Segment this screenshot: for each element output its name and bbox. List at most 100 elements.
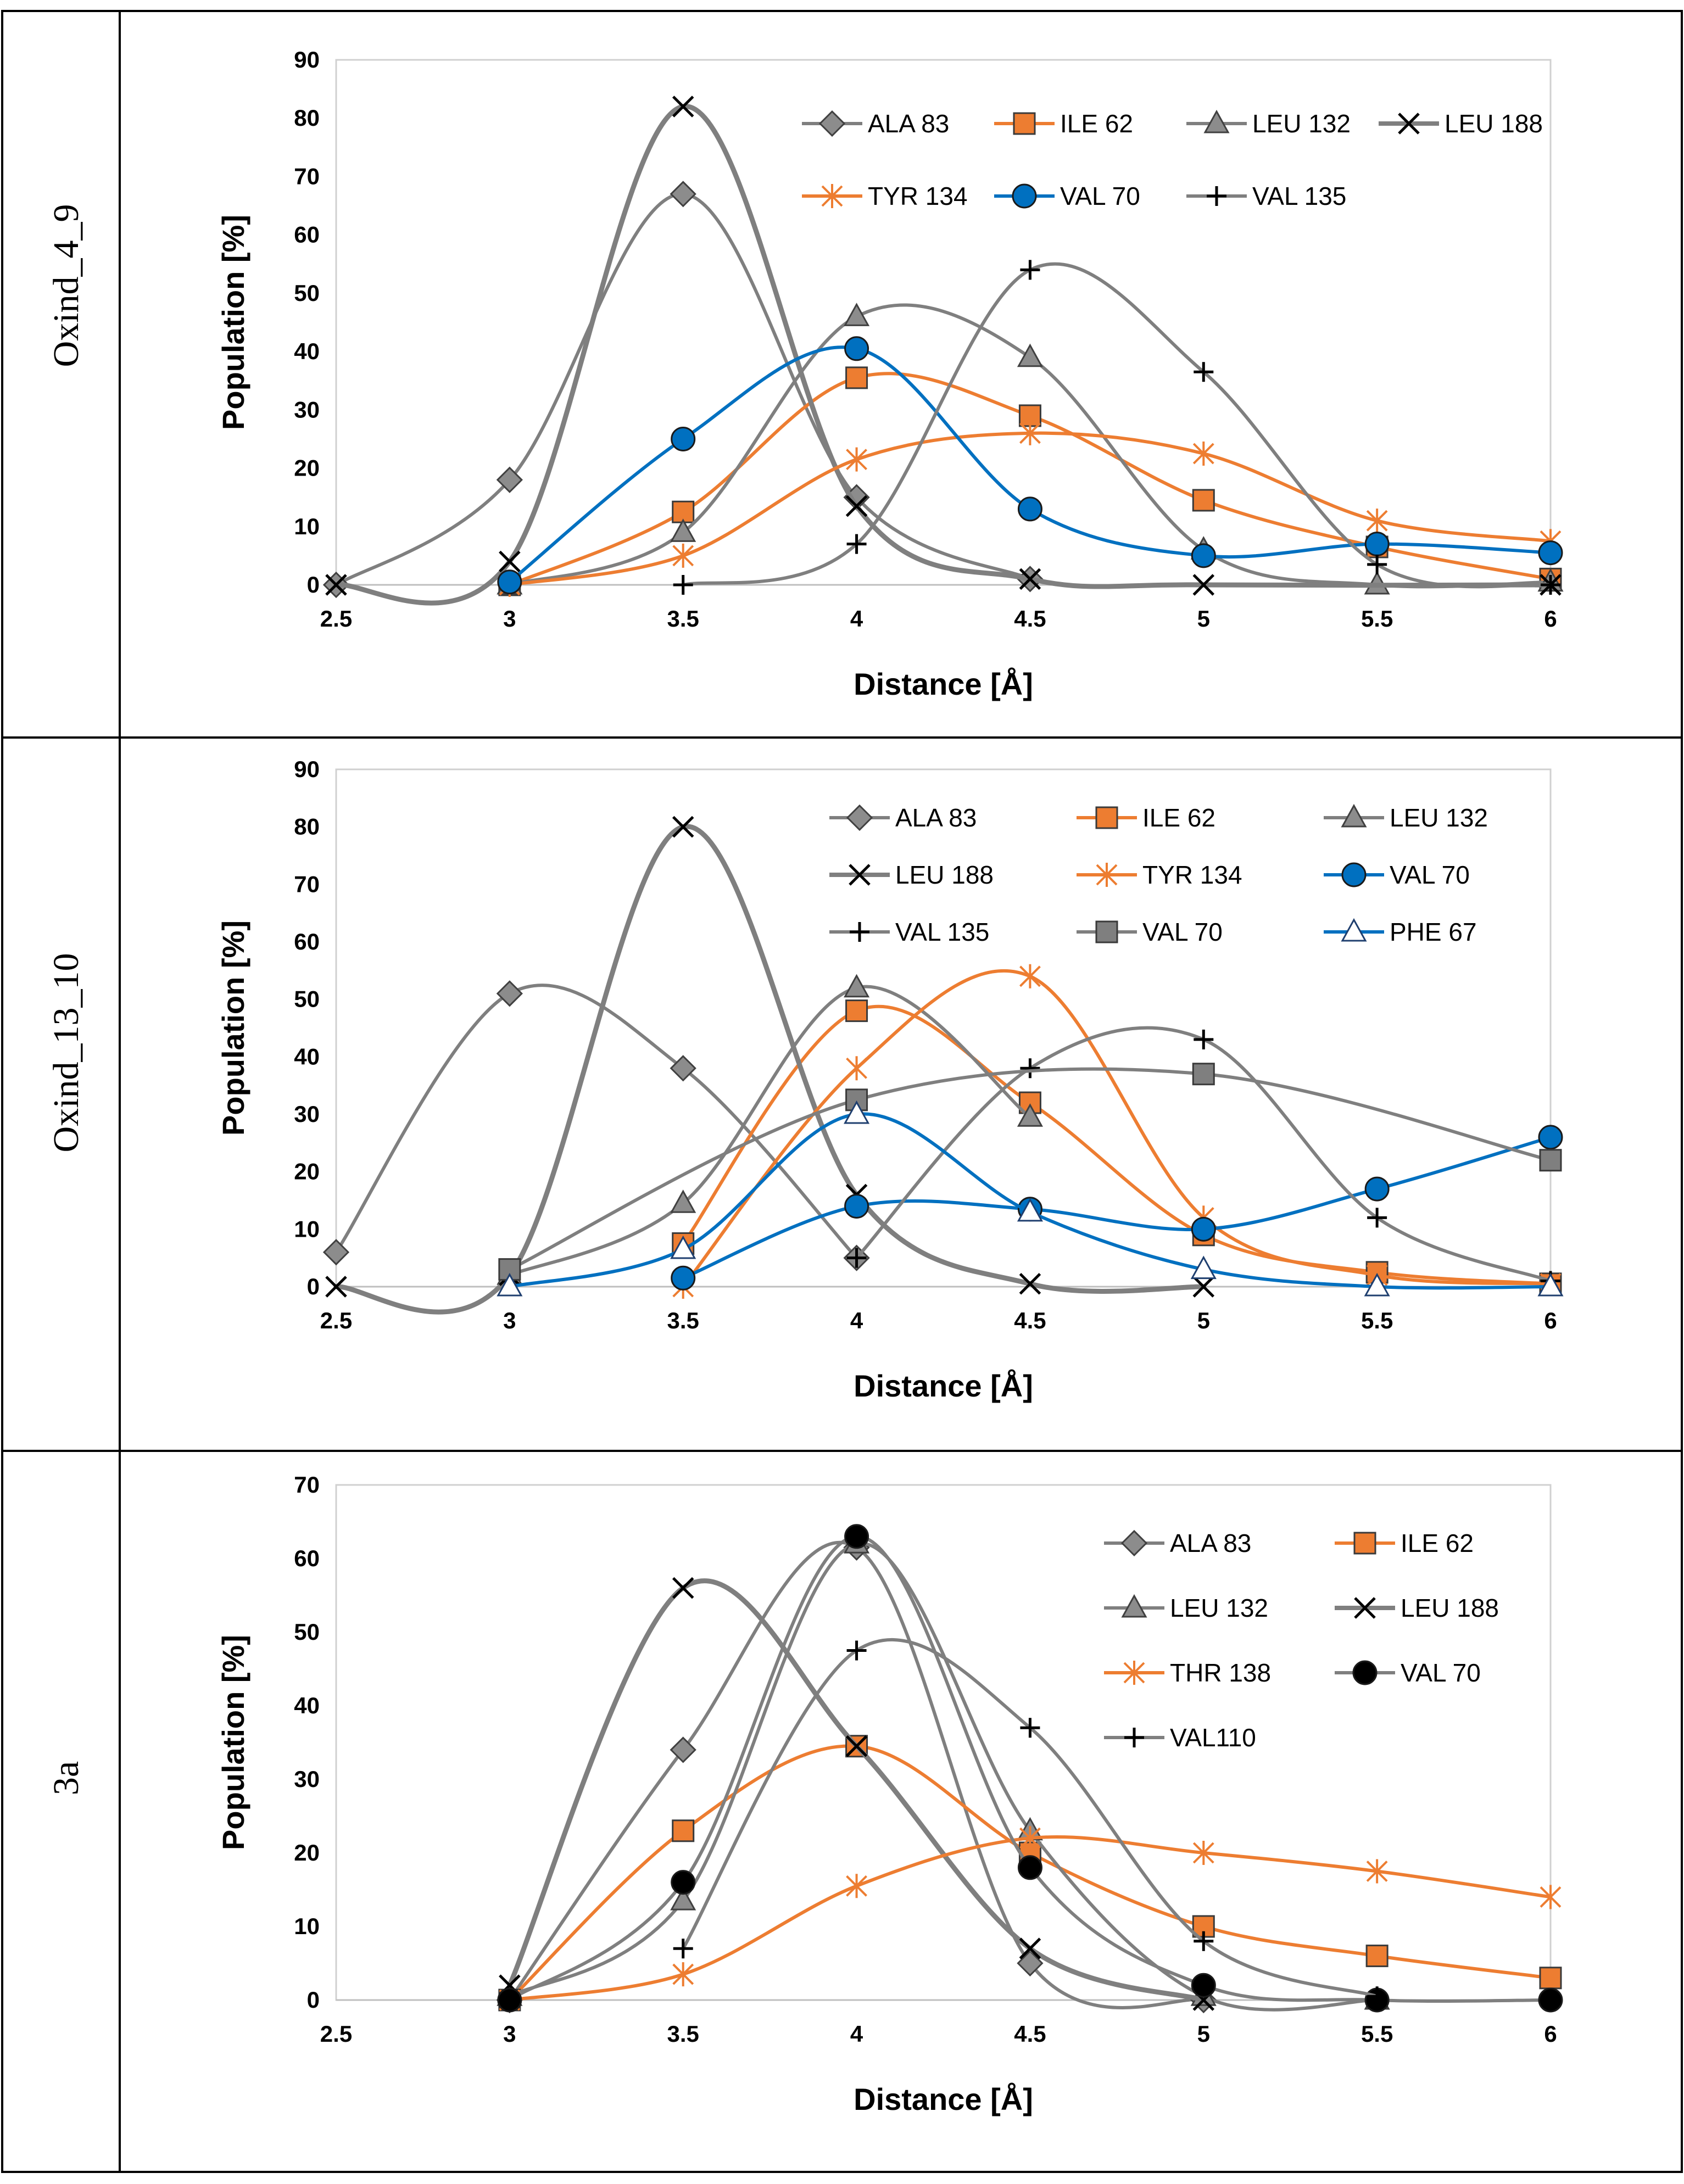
legend-label: LEU 132 <box>1390 803 1488 832</box>
data-point <box>1020 1718 1040 1738</box>
y-axis-title: Population [%] <box>216 215 250 430</box>
legend-item-leu-132: LEU 132 <box>1186 109 1351 138</box>
legend-label: VAL 135 <box>1252 182 1346 210</box>
legend-marker <box>1341 918 1367 942</box>
data-point <box>1019 1937 1041 1959</box>
series-val-135 <box>846 1026 1560 1291</box>
x-tick-label: 2.5 <box>320 2021 352 2047</box>
data-point <box>844 336 869 361</box>
y-tick-label: 70 <box>294 871 320 897</box>
row-label-cell-2: Oxind_13_10 <box>46 953 86 1153</box>
legend-item-tyr-134: TYR 134 <box>802 182 968 210</box>
legend-marker <box>1352 1660 1378 1685</box>
data-point <box>325 1276 347 1298</box>
series-line <box>681 1638 1379 1998</box>
row-label-cell-1: Oxind_4_9 <box>46 204 86 367</box>
legend-label: ILE 62 <box>1142 803 1215 832</box>
data-point <box>1019 1826 1041 1851</box>
legend-marker <box>1124 1728 1144 1747</box>
legend-item-ile-62: ILE 62 <box>994 109 1133 138</box>
data-point <box>1364 532 1390 557</box>
legend-label: LEU 132 <box>1252 109 1351 138</box>
y-tick-label: 40 <box>294 1043 320 1069</box>
x-tick-label: 4.5 <box>1014 2021 1046 2047</box>
legend-item-leu-132: LEU 132 <box>1104 1594 1268 1622</box>
data-point <box>670 1055 696 1082</box>
data-point <box>672 1819 695 1842</box>
series-line <box>508 1541 1206 2009</box>
x-tick-label: 3.5 <box>667 1308 699 1333</box>
series-val-70 <box>671 1125 1563 1291</box>
y-tick-label: 0 <box>307 1987 320 2013</box>
series-val-70 <box>498 1063 1562 1281</box>
x-tick-label: 4.5 <box>1014 606 1046 632</box>
y-tick-label: 80 <box>294 814 320 840</box>
plot-area <box>335 59 1552 586</box>
legend-label: ALA 83 <box>868 109 949 138</box>
legend-label: VAL 70 <box>1401 1658 1481 1687</box>
data-point <box>1538 540 1563 566</box>
series-ile-62 <box>672 999 1562 1295</box>
data-point <box>844 974 870 998</box>
data-point <box>670 1736 696 1763</box>
x-tick-label: 3 <box>503 606 516 632</box>
data-point <box>1539 1967 1562 1990</box>
y-axis-title: Population [%] <box>216 1635 250 1850</box>
legend-marker <box>818 110 846 137</box>
data-point <box>499 550 521 573</box>
data-point <box>846 1056 867 1081</box>
data-point <box>671 1265 696 1291</box>
series-line <box>508 985 1032 1277</box>
data-point <box>1019 964 1041 988</box>
series-line <box>507 1578 1206 2003</box>
legend-item-ile-62: ILE 62 <box>1335 1529 1474 1557</box>
x-tick-label: 4 <box>850 2021 863 2047</box>
y-tick-label: 20 <box>294 1159 320 1185</box>
data-point <box>670 181 696 208</box>
legend-marker <box>1095 806 1118 829</box>
data-point <box>670 1189 696 1213</box>
y-tick-label: 60 <box>294 222 320 248</box>
legend-item-val-70: VAL 70 <box>1077 918 1223 946</box>
legend-marker <box>1207 186 1226 206</box>
data-point <box>670 1886 696 1911</box>
data-point <box>1191 1216 1216 1242</box>
data-point <box>1017 1198 1043 1222</box>
series-line <box>333 104 1553 606</box>
data-point <box>497 569 522 595</box>
legend-label: PHE 67 <box>1390 918 1477 946</box>
legend-marker <box>850 922 869 942</box>
legend-marker <box>1354 1597 1376 1619</box>
data-point <box>497 1272 523 1297</box>
data-point <box>1017 343 1043 367</box>
y-axis-title: Population [%] <box>216 920 250 1136</box>
y-tick-label: 50 <box>294 1619 320 1645</box>
x-tick-label: 2.5 <box>320 606 352 632</box>
legend-marker <box>849 864 871 886</box>
legend: ALA 83 ILE 62 LEU 132 LEU 188 TYR 134 VAL 70 V… <box>802 109 1543 210</box>
legend-item-ala-83: ALA 83 <box>1104 1529 1251 1557</box>
series-line <box>508 1067 1552 1271</box>
y-tick-label: 60 <box>294 1545 320 1571</box>
data-point <box>1019 1272 1041 1295</box>
data-point <box>1539 1149 1562 1172</box>
legend-item-leu-188: LEU 188 <box>1379 109 1543 138</box>
data-point <box>844 1524 869 1549</box>
data-point <box>673 575 693 595</box>
legend-marker <box>1123 1661 1145 1685</box>
legend-item-phe-67: PHE 67 <box>1324 918 1477 946</box>
legend-label: THR 138 <box>1170 1658 1271 1687</box>
row-label-oxind-13-10: Oxind_13_10 <box>46 953 86 1153</box>
data-point <box>1540 1885 1562 1909</box>
series-line <box>681 969 1552 1288</box>
data-point <box>671 1870 696 1895</box>
row-label-3a: 3a <box>46 1761 86 1795</box>
legend-item-val-135: VAL 135 <box>1186 182 1346 210</box>
data-point <box>671 426 696 451</box>
data-point <box>1019 568 1041 590</box>
data-point <box>1194 1029 1214 1049</box>
legend-marker <box>821 184 843 208</box>
legend-marker <box>1012 183 1037 209</box>
y-tick-label: 0 <box>307 572 320 597</box>
